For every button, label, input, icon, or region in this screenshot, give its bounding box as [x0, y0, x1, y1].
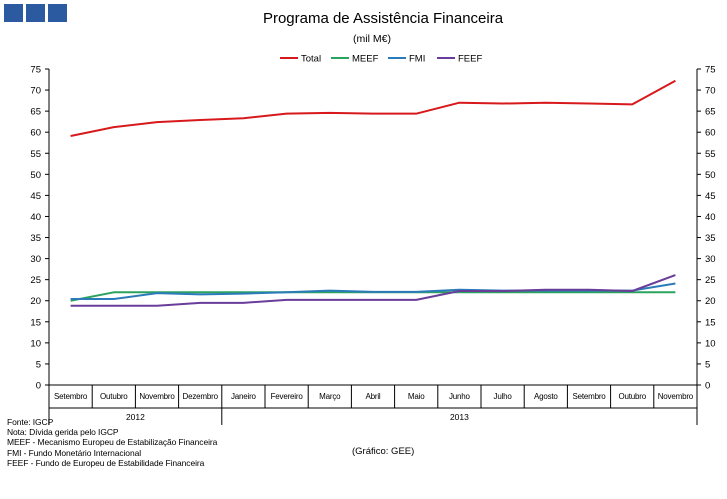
- footer-note-fmi: FMI - Fundo Monetário Internacional: [7, 447, 141, 458]
- x-tick-label: Abril: [365, 392, 380, 401]
- y-tick-label-right: 25: [705, 275, 716, 286]
- x-tick-label: Novembro: [139, 392, 175, 401]
- x-tick-label: Julho: [494, 392, 513, 401]
- footer-note-general: Nota: Dívida gerida pelo IGCP: [7, 427, 119, 438]
- y-tick-label-right: 40: [705, 212, 716, 223]
- x-tick-label: Março: [319, 392, 341, 401]
- y-tick-label-right: 15: [705, 317, 716, 328]
- logo-square-icon: [4, 4, 23, 22]
- chart-subtitle: (mil M€): [353, 33, 391, 45]
- y-tick-label-left: 75: [30, 65, 41, 76]
- y-tick-label-left: 30: [30, 254, 41, 265]
- year-label: 2012: [126, 412, 145, 422]
- legend-label: FEEF: [458, 54, 482, 65]
- series-line-total: [70, 79, 676, 137]
- footer-notes: Fonte: IGCP Nota: Dívida gerida pelo IGC…: [7, 417, 217, 468]
- x-tick-label: Setembro: [572, 392, 606, 401]
- y-tick-label-right: 70: [705, 86, 716, 97]
- y-tick-label-left: 0: [36, 381, 41, 392]
- y-tick-label-right: 5: [705, 359, 710, 370]
- y-tick-label-left: 15: [30, 317, 41, 328]
- y-tick-label-left: 35: [30, 233, 41, 244]
- footer-note-feef: FEEF - Fundo de Europeu de Estabilidade …: [7, 457, 205, 468]
- y-tick-label-right: 75: [705, 65, 716, 76]
- y-tick-label-right: 60: [705, 128, 716, 139]
- logo-square-icon: [48, 4, 67, 22]
- y-tick-label-right: 35: [705, 233, 716, 244]
- y-tick-label-left: 25: [30, 275, 41, 286]
- footer-note-meef: MEEF - Mecanismo Europeu de Estabilizaçã…: [7, 437, 218, 448]
- x-tick-label: Junho: [449, 392, 471, 401]
- y-tick-label-right: 30: [705, 254, 716, 265]
- x-tick-label: Outubro: [100, 392, 128, 401]
- legend-label: FMI: [409, 54, 425, 65]
- y-tick-label-right: 20: [705, 296, 716, 307]
- y-tick-label-left: 20: [30, 296, 41, 307]
- series-line-feef: [70, 274, 676, 307]
- logo: [4, 4, 67, 22]
- y-tick-label-right: 0: [705, 381, 710, 392]
- x-tick-label: Maio: [408, 392, 425, 401]
- y-tick-label-right: 65: [705, 107, 716, 118]
- chart-title: Programa de Assistência Financeira: [263, 10, 504, 27]
- x-tick-label: Fevereiro: [271, 392, 304, 401]
- y-tick-label-right: 45: [705, 191, 716, 202]
- logo-square-icon: [26, 4, 45, 22]
- y-tick-label-left: 45: [30, 191, 41, 202]
- y-tick-label-right: 50: [705, 170, 716, 181]
- x-tick-label: Outubro: [618, 392, 646, 401]
- x-tick-label: Dezembro: [183, 392, 219, 401]
- y-tick-label-right: 55: [705, 149, 716, 160]
- y-tick-label-left: 10: [30, 338, 41, 349]
- y-tick-label-left: 60: [30, 128, 41, 139]
- y-tick-label-left: 70: [30, 86, 41, 97]
- x-tick-label: Setembro: [54, 392, 88, 401]
- y-tick-label-left: 55: [30, 149, 41, 160]
- y-tick-label-left: 40: [30, 212, 41, 223]
- legend-label: MEEF: [352, 54, 379, 65]
- series-line-fmi: [70, 282, 676, 301]
- chart-credit: (Gráfico: GEE): [352, 446, 415, 457]
- year-label: 2013: [450, 412, 469, 422]
- y-tick-label-left: 65: [30, 107, 41, 118]
- legend-label: Total: [301, 54, 321, 65]
- y-tick-label-left: 5: [36, 359, 41, 370]
- x-tick-label: Agosto: [534, 392, 558, 401]
- y-tick-label-right: 10: [705, 338, 716, 349]
- x-tick-label: Novembro: [658, 392, 694, 401]
- footer-note-source: Fonte: IGCP: [7, 417, 54, 427]
- x-tick-label: Janeiro: [231, 392, 257, 401]
- y-tick-label-left: 50: [30, 170, 41, 181]
